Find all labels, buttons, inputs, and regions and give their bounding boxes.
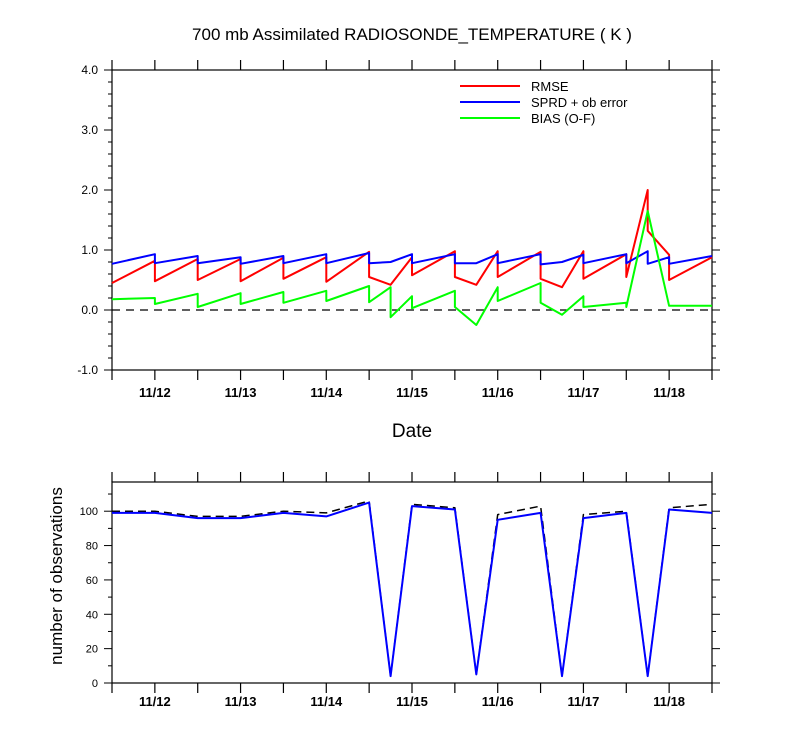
- y-tick-label: 80: [86, 541, 98, 553]
- x-tick-label: 11/16: [482, 694, 514, 709]
- x-tick-label: 11/15: [396, 385, 428, 400]
- top-panel: 700 mb Assimilated RADIOSONDE_TEMPERATUR…: [77, 25, 720, 442]
- legend-label: RMSE: [531, 79, 569, 94]
- series-line-sprd-ob-error: [111, 250, 713, 266]
- y-tick-label: 2.0: [81, 183, 98, 197]
- y-tick-label: 40: [86, 609, 98, 621]
- chart-title: 700 mb Assimilated RADIOSONDE_TEMPERATUR…: [192, 25, 632, 44]
- x-tick-label: 11/17: [568, 694, 600, 709]
- x-tick-label: 11/17: [568, 385, 600, 400]
- series-line-possible: [112, 500, 713, 677]
- x-tick-label: 11/18: [653, 694, 685, 709]
- x-tick-label: 11/12: [139, 385, 171, 400]
- y-axis-label: number of observations: [47, 487, 66, 665]
- y-tick-label: 0: [92, 678, 98, 690]
- y-tick-label: 20: [86, 644, 98, 656]
- y-tick-label: 3.0: [81, 123, 98, 137]
- series-line-assimilated: [112, 501, 713, 678]
- y-tick-label: 4.0: [81, 63, 98, 77]
- legend-label: SPRD + ob error: [531, 95, 628, 110]
- top-series-group: [111, 189, 713, 326]
- top-plot-frame: [111, 69, 713, 371]
- y-tick-label: 100: [80, 506, 98, 518]
- top-x-axis: 11/12 11/13 11/14 11/15 11/16 11/17 11/18: [111, 60, 713, 400]
- x-tick-label: 11/13: [225, 694, 257, 709]
- bottom-y-axis: 0 20 40 60 80 100: [80, 493, 720, 690]
- series-line-rmse: [111, 189, 713, 289]
- x-tick-label: 11/15: [396, 694, 428, 709]
- x-tick-label: 11/12: [139, 694, 171, 709]
- top-y-axis: -1.0 0.0 1.0 2.0 3.0 4.0: [77, 63, 720, 377]
- x-tick-label: 11/13: [225, 385, 257, 400]
- x-tick-label: 11/14: [310, 385, 343, 400]
- series-line-bias-o-f: [111, 210, 712, 326]
- legend-label: BIAS (O-F): [531, 111, 595, 126]
- x-tick-label: 11/14: [310, 694, 343, 709]
- x-tick-label: 11/18: [653, 385, 685, 400]
- y-tick-label: 60: [86, 575, 98, 587]
- bottom-x-axis: 11/12 11/13 11/14 11/15 11/16 11/17 11/18: [111, 472, 713, 709]
- x-tick-label: 11/16: [482, 385, 514, 400]
- y-tick-label: 0.0: [81, 303, 98, 317]
- x-axis-label: Date: [392, 421, 432, 442]
- bottom-series-group: [112, 500, 713, 678]
- y-tick-label: 1.0: [81, 243, 98, 257]
- y-tick-label: -1.0: [77, 363, 98, 377]
